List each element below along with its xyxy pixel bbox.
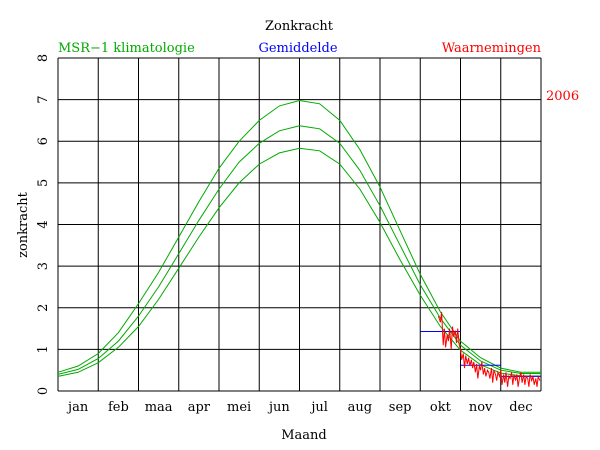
year-label: 2006 [546, 89, 579, 104]
x-tick-label-dec: dec [509, 400, 532, 415]
x-tick-label-apr: apr [188, 400, 211, 415]
chart-title: Zonkracht [265, 19, 334, 34]
x-tick-label-okt: okt [430, 400, 452, 415]
observation-line [437, 311, 541, 387]
y-axis-label: zonkracht [16, 191, 31, 258]
x-tick-label-nov: nov [469, 400, 493, 415]
x-tick-label-jun: jun [267, 400, 290, 415]
y-tick-label: 7 [36, 95, 51, 103]
x-tick-label-jul: jul [309, 400, 328, 415]
x-tick-label-jan: jan [66, 400, 89, 415]
x-tick-label-maa: maa [145, 400, 173, 415]
legend-climatology: MSR−1 klimatologie [58, 41, 195, 56]
plot-area: 0 1 2 3 4 5 6 7 8 jan feb maa apr mei jun jul aug sep okt n… [36, 54, 542, 415]
y-tick-label: 5 [36, 179, 51, 187]
y-tick-label: 6 [36, 137, 51, 145]
x-tick-label-feb: feb [108, 400, 129, 415]
y-tick-label: 1 [36, 345, 51, 353]
legend-observations: Waarnemingen [442, 41, 542, 56]
y-tick-label: 0 [36, 387, 51, 395]
legend-average: Gemiddelde [258, 41, 337, 56]
y-tick-label: 3 [36, 262, 51, 270]
x-tick-label-sep: sep [389, 400, 412, 415]
x-axis-label: Maand [281, 428, 327, 443]
x-tick-label-aug: aug [348, 400, 372, 415]
y-tick-label: 2 [36, 304, 51, 312]
climatology-line-1 [57, 125, 541, 375]
climatology-line-0 [57, 99, 541, 373]
y-tick-label: 8 [36, 54, 51, 62]
x-tick-label-mei: mei [227, 400, 251, 415]
y-tick-label: 4 [36, 220, 51, 228]
